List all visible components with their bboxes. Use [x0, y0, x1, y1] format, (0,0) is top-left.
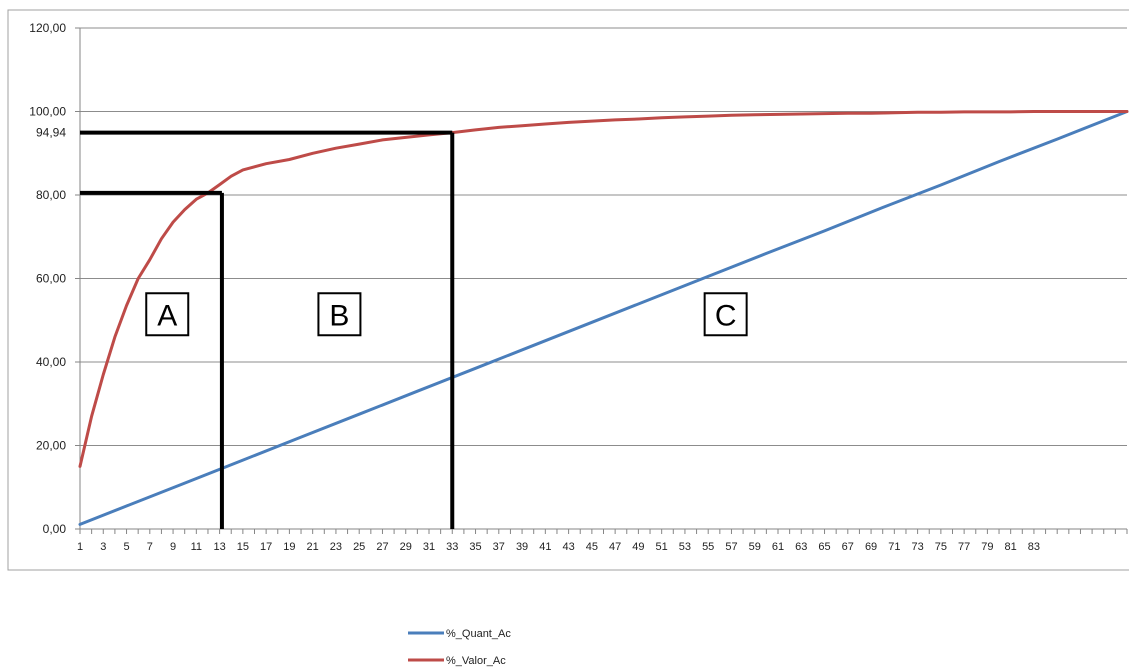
- x-tick-label: 53: [679, 541, 691, 553]
- y-tick-label: 40,00: [36, 355, 66, 369]
- x-tick-label: 17: [260, 541, 272, 553]
- x-tick-label: 69: [865, 541, 877, 553]
- zone-labels: A B C: [145, 292, 748, 337]
- x-tick-label: 59: [749, 541, 761, 553]
- x-tick-label: 77: [958, 541, 970, 553]
- x-tick-label: 47: [609, 541, 621, 553]
- x-tick-label: 25: [353, 541, 365, 553]
- series-line-quant-ac: [78, 110, 1129, 526]
- x-tick-label: 55: [702, 541, 714, 553]
- y-tick-label: 100,00: [29, 105, 66, 119]
- x-tick-label: 43: [562, 541, 574, 553]
- x-tick-label: 9: [170, 541, 176, 553]
- x-tick-label: 37: [493, 541, 505, 553]
- x-tick-label: 81: [1005, 541, 1017, 553]
- y-marker-label: 94,94: [36, 126, 66, 140]
- x-tick-label: 71: [888, 541, 900, 553]
- zone-box: [317, 292, 362, 337]
- series-lines: [78, 110, 1129, 526]
- x-tick-label: 65: [818, 541, 830, 553]
- x-tick-label: 29: [400, 541, 412, 553]
- x-tick-label: 75: [935, 541, 947, 553]
- zone-box: [145, 292, 190, 337]
- guide-lines: [80, 130, 455, 529]
- series-line-valor-ac: [78, 110, 1129, 468]
- x-tick-label: 83: [1028, 541, 1040, 553]
- x-tick-label: 27: [376, 541, 388, 553]
- x-tick-label: 41: [539, 541, 551, 553]
- zone-label: C: [715, 299, 737, 332]
- x-tick-label: 31: [423, 541, 435, 553]
- y-tick-label: 80,00: [36, 188, 66, 202]
- legend-entry: %_Quant_Ac: [446, 628, 511, 640]
- zone-label: A: [157, 299, 177, 332]
- zone-label: B: [329, 299, 349, 332]
- x-tick-label: 19: [283, 541, 295, 553]
- x-tick-label: 33: [446, 541, 458, 553]
- y-tick-label: 20,00: [36, 439, 66, 453]
- x-tick-label: 7: [147, 541, 153, 553]
- y-axis-ticks: 0,00 20,00 40,00 60,00 80,00 100,00 120,00 94,9…: [29, 21, 66, 536]
- legend-entry: %_Valor_Ac: [446, 655, 506, 667]
- x-tick-label: 49: [632, 541, 644, 553]
- x-tick-label: 67: [842, 541, 854, 553]
- x-tick-label: 51: [656, 541, 668, 553]
- x-tick-label: 21: [307, 541, 319, 553]
- x-tick-label: 15: [237, 541, 249, 553]
- chart-outer-border: [7, 9, 1129, 571]
- y-tick-label: 0,00: [43, 522, 67, 536]
- y-tick-label: 60,00: [36, 272, 66, 286]
- x-tick-label: 1: [77, 541, 83, 553]
- x-tick-label: 23: [330, 541, 342, 553]
- x-tick-label: 73: [911, 541, 923, 553]
- zone-box: [703, 292, 748, 337]
- x-tick-label: 13: [213, 541, 225, 553]
- x-tick-label: 57: [725, 541, 737, 553]
- x-tick-label: 61: [772, 541, 784, 553]
- x-tick-label: 11: [191, 541, 202, 553]
- x-tick-label: 35: [469, 541, 481, 553]
- x-axis-ticks: 1 3 5 7 9 11 13 15 17 19 21 23 25 27 29 31 33 35 37 39 41 43 4…: [77, 541, 1040, 553]
- x-tick-label: 5: [123, 541, 129, 553]
- x-tick-label: 39: [516, 541, 528, 553]
- x-tick-label: 63: [795, 541, 807, 553]
- x-tick-label: 3: [100, 541, 106, 553]
- y-tick-label: 120,00: [29, 21, 66, 35]
- legend: %_Quant_Ac %_Valor_Ac: [408, 628, 511, 667]
- x-tick-label: 79: [981, 541, 993, 553]
- x-tick-label: 45: [586, 541, 598, 553]
